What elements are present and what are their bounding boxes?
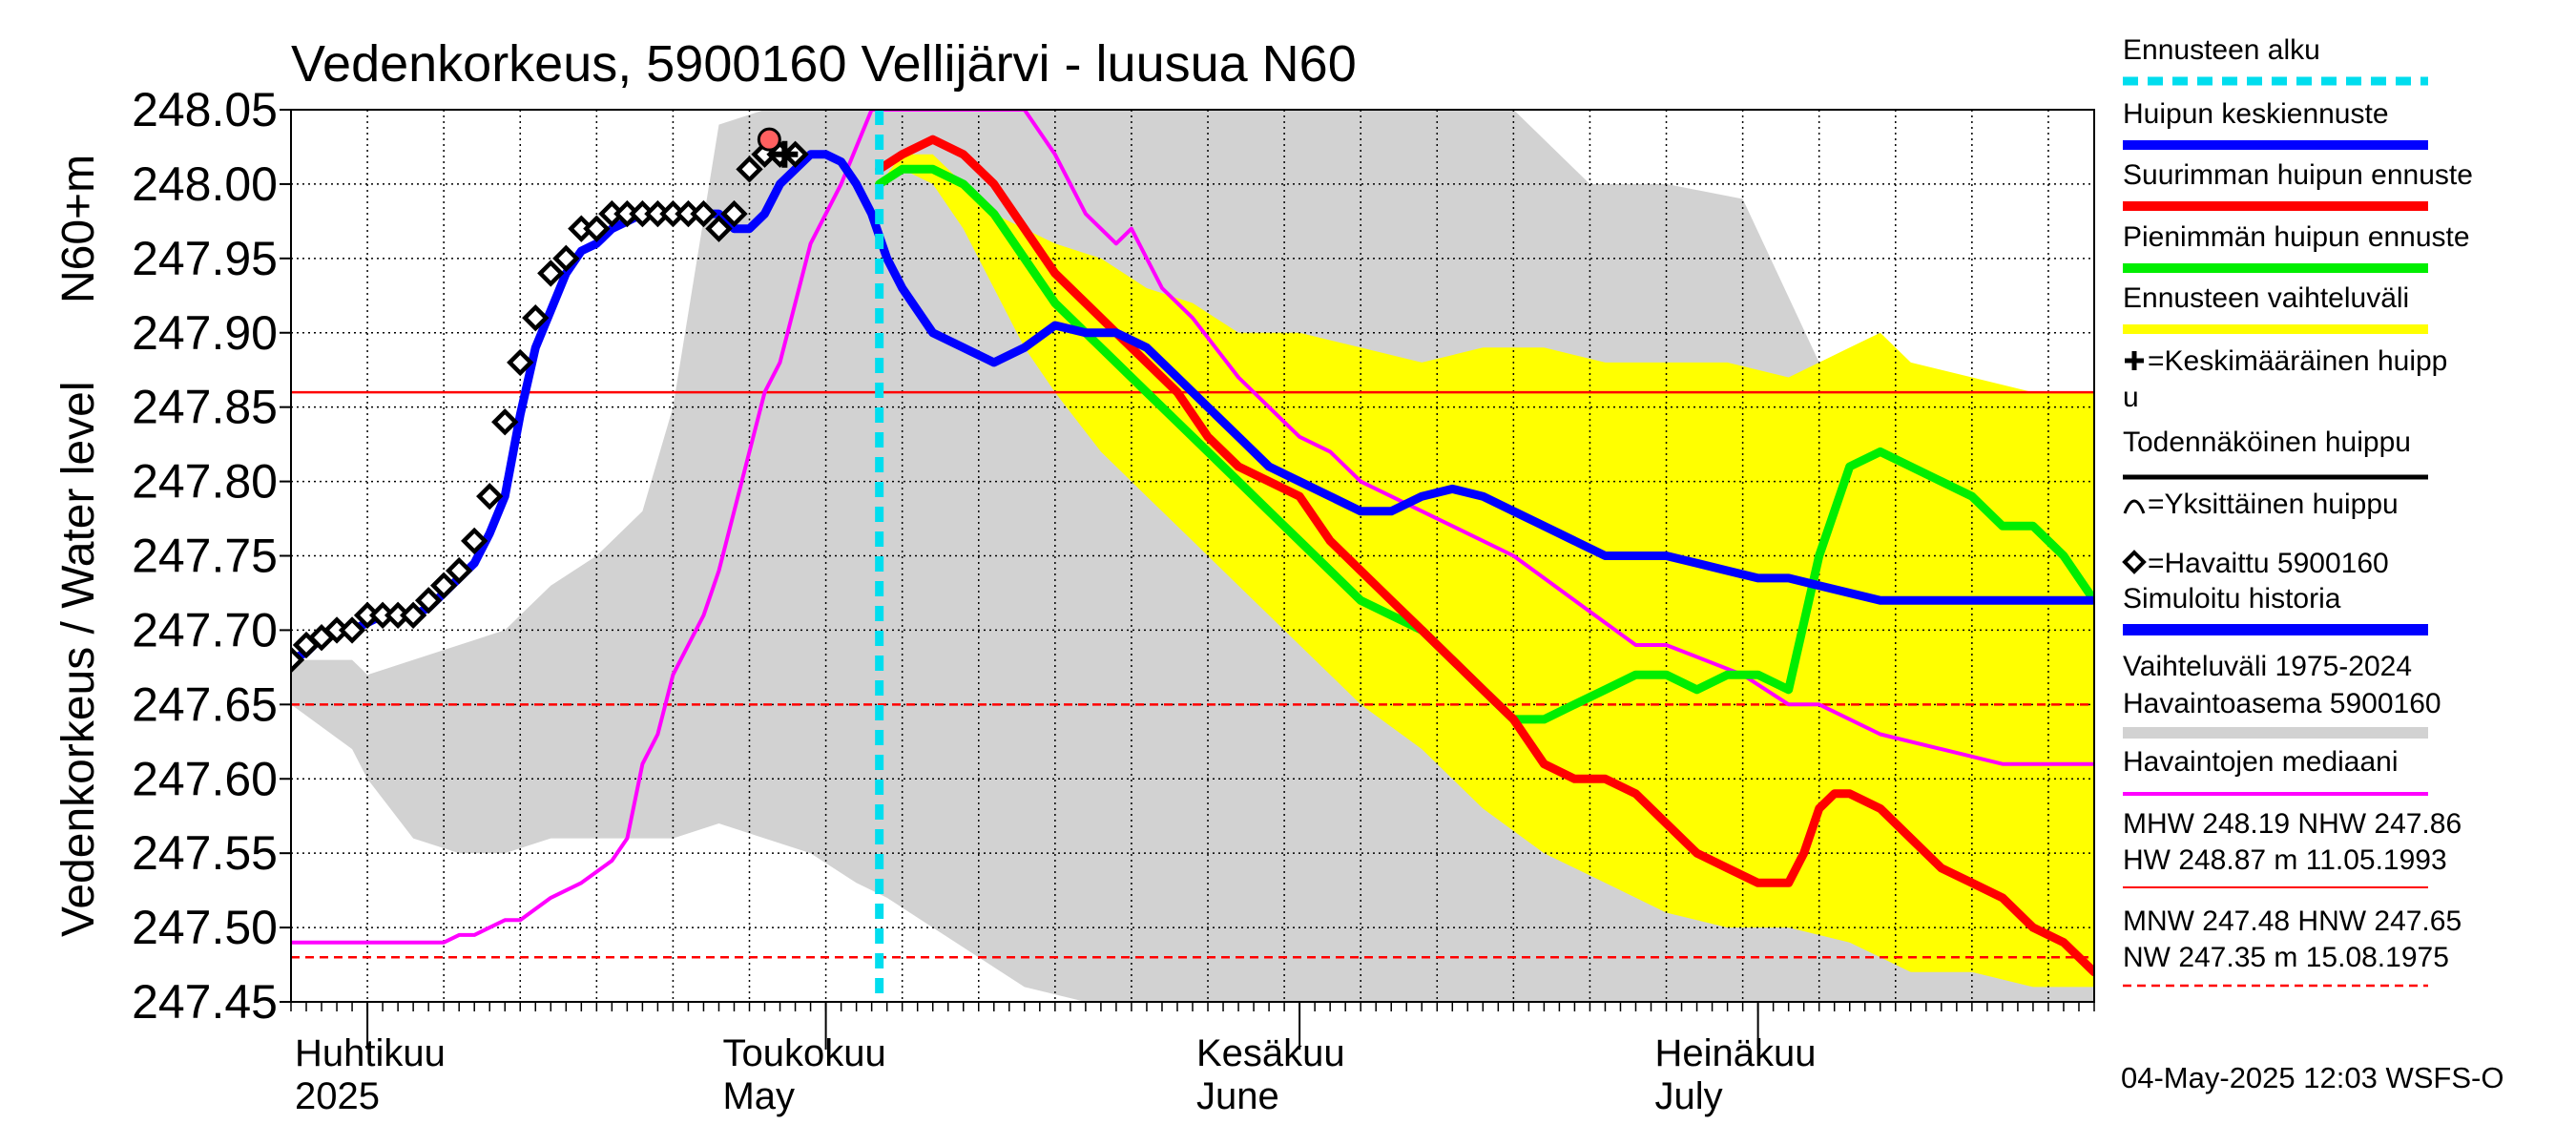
legend-label: =Keskimääräinen huipp — [2148, 345, 2447, 377]
x-month-sublabel: May — [722, 1075, 795, 1117]
legend-label: Suurimman huipun ennuste — [2123, 159, 2473, 191]
y-tick-label: 247.55 — [132, 826, 278, 880]
legend-label-line2: Havaintoasema 5900160 — [2123, 688, 2441, 719]
legend-plus-symbol — [2125, 351, 2144, 370]
y-axis-unit-label: N60+m — [53, 155, 104, 303]
single-peak-marker — [757, 127, 781, 152]
legend-label: =Havaittu 5900160 — [2148, 548, 2389, 579]
legend-label: Pienimmän huipun ennuste — [2123, 221, 2470, 253]
observed-point — [720, 199, 748, 228]
x-month-label: Huhtikuu — [295, 1032, 446, 1074]
observed-point — [291, 646, 305, 674]
observed-point — [414, 587, 443, 614]
observed-point — [446, 556, 473, 585]
y-tick-label: 247.65 — [132, 677, 278, 731]
y-tick-label: 247.95 — [132, 232, 278, 285]
x-month-label: Toukokuu — [722, 1032, 885, 1074]
observed-point — [461, 527, 488, 555]
y-tick-label: 247.70 — [132, 603, 278, 656]
x-month-sublabel: 2025 — [295, 1075, 380, 1117]
observed-point — [429, 572, 458, 599]
legend-label: =Yksittäinen huippu — [2148, 489, 2399, 520]
observed-point — [736, 156, 763, 183]
legend-label: MNW 247.48 HNW 247.65 — [2123, 906, 2462, 937]
timestamp-footer: 04-May-2025 12:03 WSFS-O — [2121, 1061, 2503, 1094]
y-tick-label: 247.75 — [132, 530, 278, 583]
observed-point — [583, 215, 611, 242]
legend-label: Huipun keskiennuste — [2123, 98, 2389, 130]
y-tick-label: 248.05 — [132, 83, 278, 136]
x-month-label: Heinäkuu — [1655, 1032, 1817, 1074]
legend-label: Todennäköinen huippu — [2123, 427, 2411, 458]
observed-point — [507, 348, 534, 377]
observed-point — [338, 616, 366, 644]
legend-label: MHW 248.19 NHW 247.86 — [2123, 808, 2462, 840]
y-tick-label: 247.85 — [132, 381, 278, 434]
mean-peak-marker — [771, 140, 799, 168]
legend-label: Havaintojen mediaani — [2123, 746, 2399, 778]
observed-point — [552, 244, 580, 273]
y-tick-label: 248.00 — [132, 157, 278, 211]
legend-label: Simuloitu historia — [2123, 583, 2341, 614]
legend-label: Ennusteen alku — [2123, 34, 2320, 66]
x-month-sublabel: July — [1655, 1075, 1723, 1117]
legend-label: Vaihteluväli 1975-2024 — [2123, 651, 2412, 682]
legend-arc-symbol — [2123, 499, 2146, 514]
observed-point — [399, 601, 427, 630]
y-tick-label: 247.45 — [132, 975, 278, 1029]
y-tick-label: 247.80 — [132, 455, 278, 509]
observed-point — [522, 303, 550, 332]
max-peak-forecast-line — [875, 135, 2094, 977]
legend-diamond-symbol — [2122, 550, 2147, 574]
plot-area — [291, 110, 2094, 1002]
y-axis-label: Vedenkorkeus / Water level — [53, 381, 104, 937]
mean-peak-forecast-line — [291, 150, 2094, 665]
legend-label-line2: HW 248.87 m 11.05.1993 — [2123, 844, 2447, 876]
x-month-label: Kesäkuu — [1196, 1032, 1345, 1074]
y-tick-label: 247.60 — [132, 752, 278, 805]
forecast-range-band — [879, 154, 2094, 988]
legend-label-line2: NW 247.35 m 15.08.1975 — [2123, 942, 2449, 973]
observed-point — [705, 215, 733, 242]
x-month-sublabel: June — [1196, 1075, 1279, 1117]
observed-point — [690, 199, 717, 228]
chart-title: Vedenkorkeus, 5900160 Vellijärvi - luusu… — [291, 35, 1357, 93]
legend-label-line2: u — [2123, 382, 2139, 413]
observed-point — [491, 408, 519, 436]
observed-point — [476, 482, 504, 510]
y-tick-label: 247.90 — [132, 306, 278, 360]
observed-point — [537, 260, 565, 287]
y-tick-label: 247.50 — [132, 901, 278, 954]
legend-label: Ennusteen vaihteluväli — [2123, 282, 2409, 314]
median-line — [291, 110, 2094, 945]
